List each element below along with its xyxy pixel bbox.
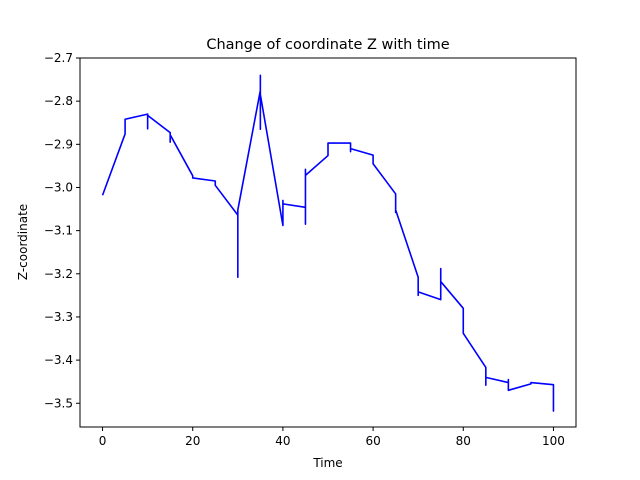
x-tick-label: 100: [542, 434, 565, 448]
y-tick-label: −3.2: [44, 267, 73, 281]
x-tick-label: 40: [275, 434, 290, 448]
x-axis-label: Time: [312, 456, 342, 470]
y-tick-label: −3.4: [44, 353, 73, 367]
x-tick-label: 60: [365, 434, 380, 448]
x-tick-label: 20: [185, 434, 200, 448]
y-tick-label: −3.3: [44, 310, 73, 324]
chart-title: Change of coordinate Z with time: [206, 37, 449, 53]
y-tick-label: −2.7: [44, 51, 73, 65]
y-tick-label: −3.1: [44, 224, 73, 238]
y-axis: −2.7 −2.8 −2.9 −3.0 −3.1 −3.2 −3.3 −3.4 −3.5: [44, 51, 80, 410]
y-tick-label: −3.5: [44, 396, 73, 410]
y-tick-label: −2.8: [44, 94, 73, 108]
y-tick-label: −3.0: [44, 180, 73, 194]
x-axis: 0 20 40 60 80 100: [99, 427, 565, 448]
plot-area: [101, 74, 555, 412]
axes-frame: [79, 57, 577, 428]
y-tick-label: −2.9: [44, 137, 73, 151]
x-tick-label: 0: [99, 434, 107, 448]
series-line-0: [101, 74, 555, 412]
y-axis-label: Z-coordinate: [16, 204, 30, 280]
x-tick-label: 80: [456, 434, 471, 448]
